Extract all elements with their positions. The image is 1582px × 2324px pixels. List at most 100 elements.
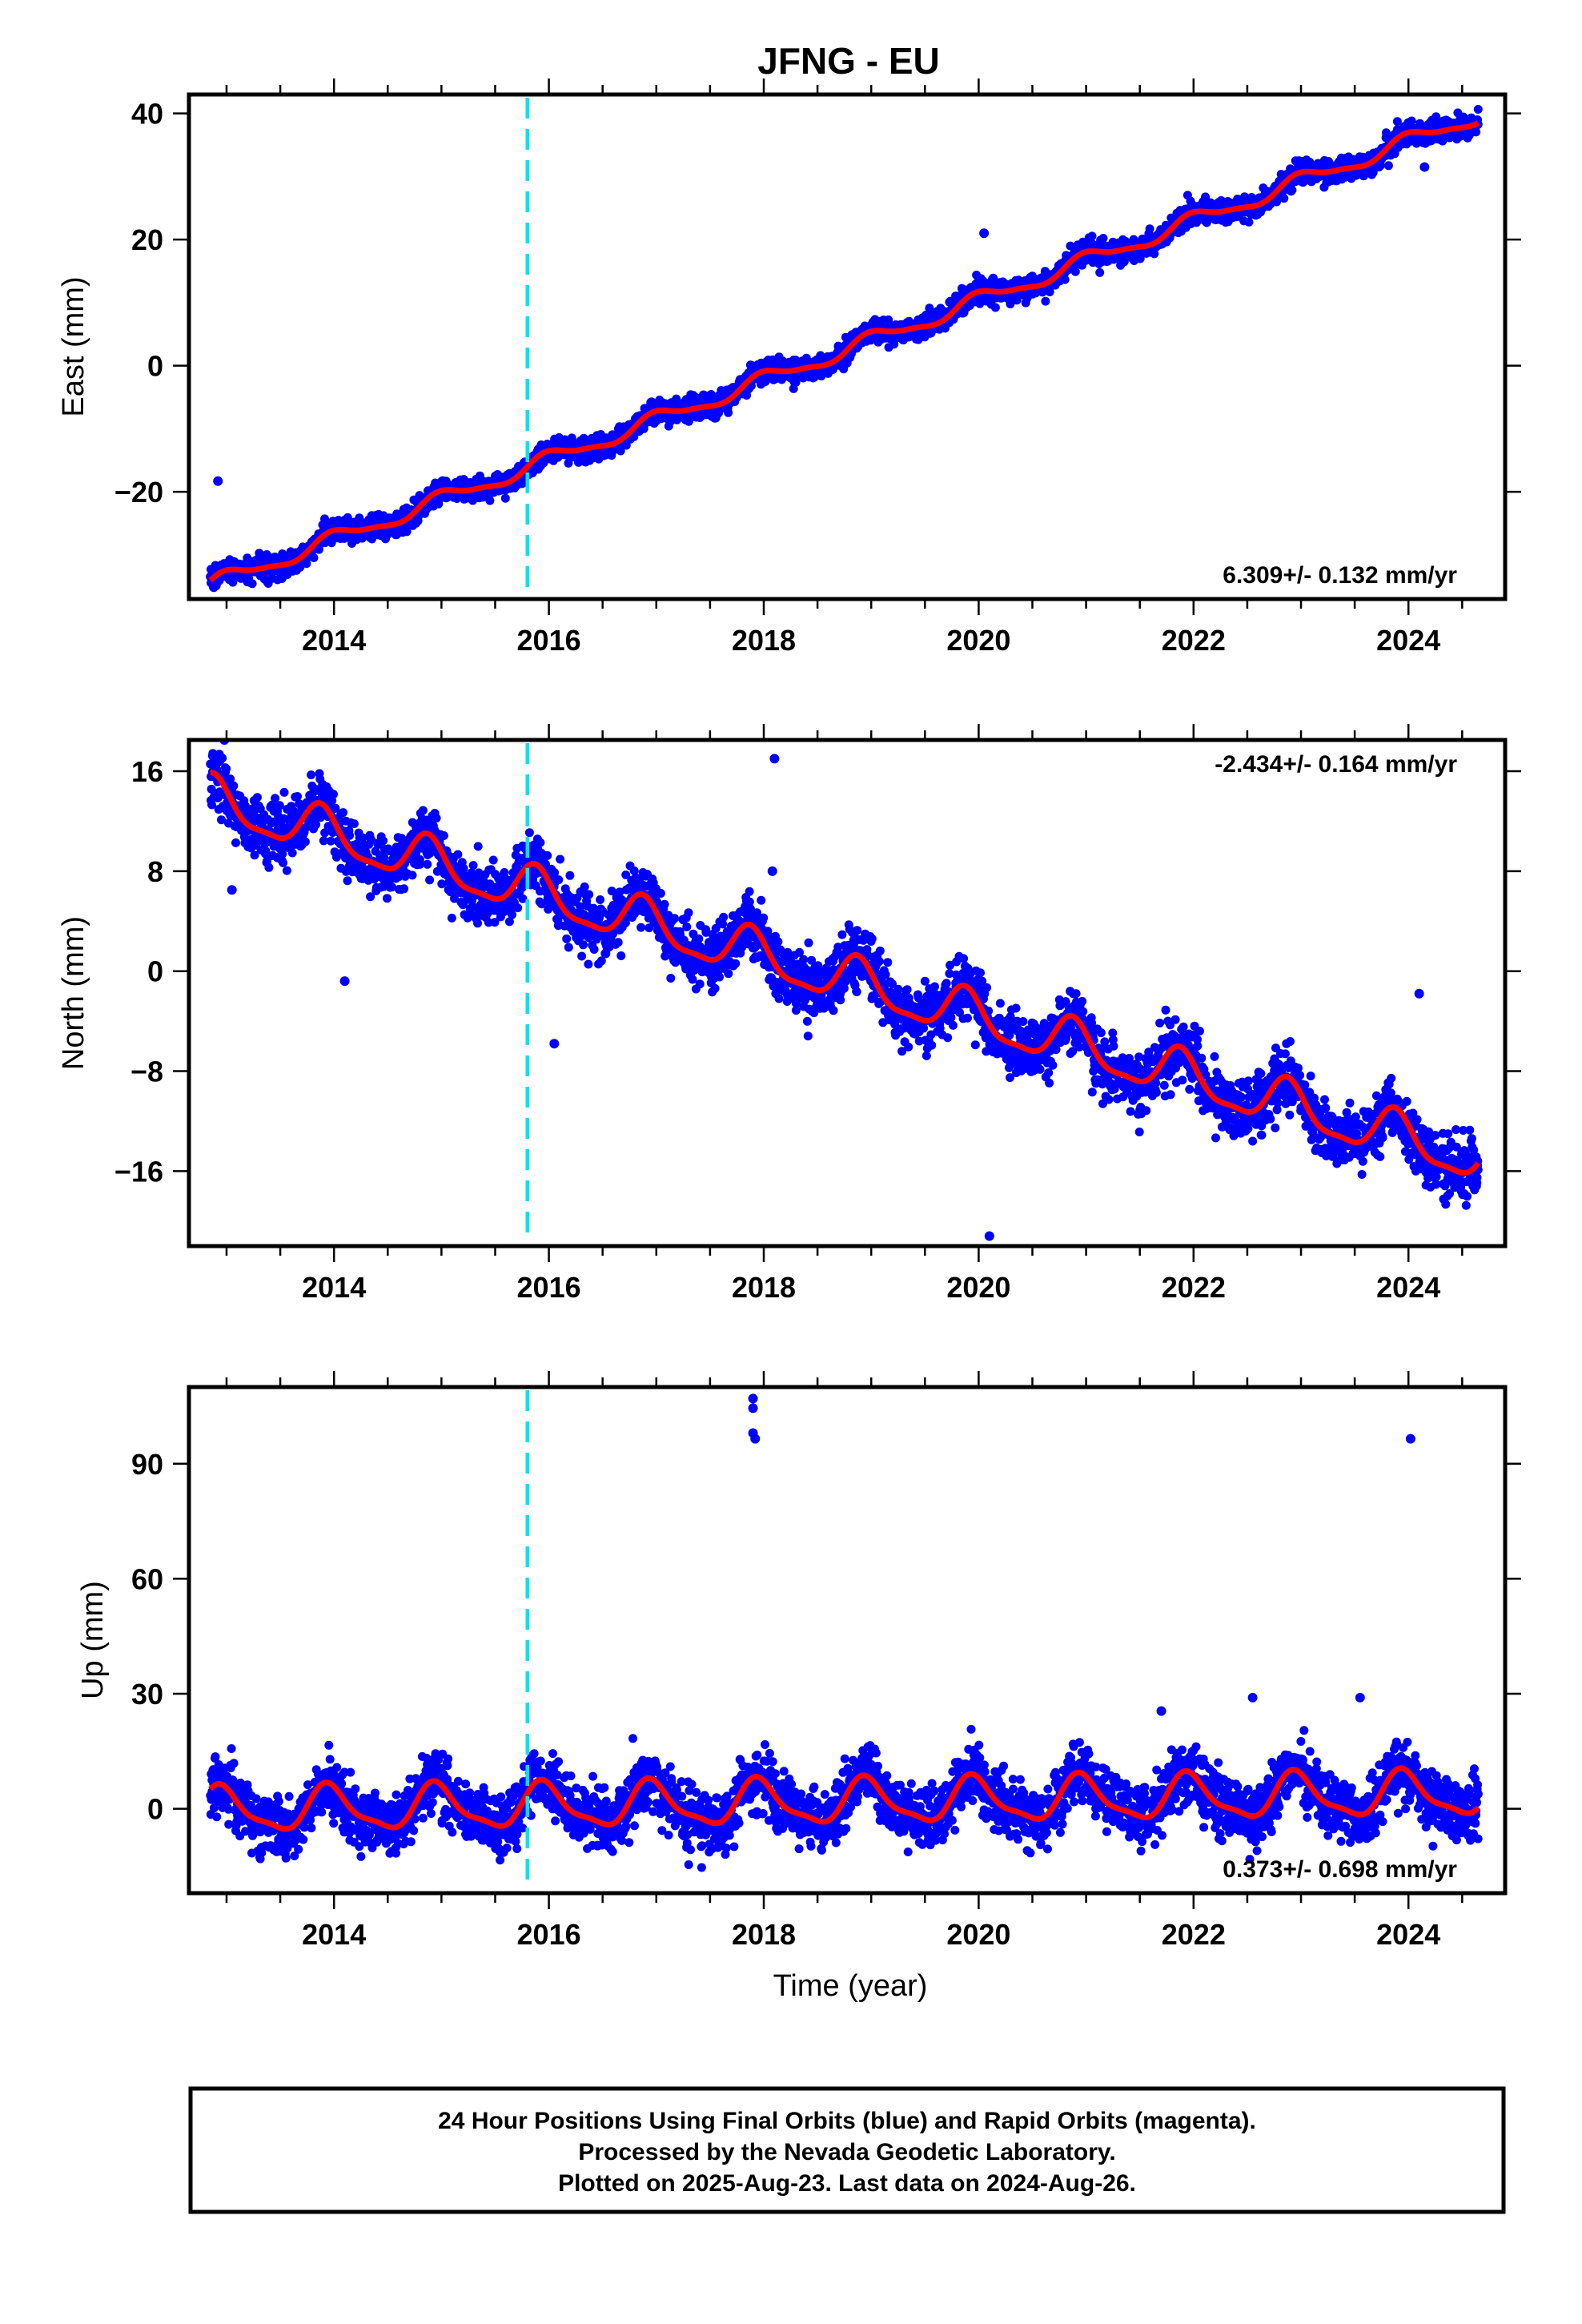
data-point (684, 908, 693, 918)
data-point (554, 875, 564, 885)
data-point (1041, 296, 1050, 306)
data-point (579, 940, 588, 950)
data-point (562, 934, 572, 943)
data-point (1472, 127, 1481, 137)
x-tick-label: 2022 (1162, 624, 1226, 657)
data-point (1407, 116, 1416, 126)
data-point (724, 408, 733, 417)
data-point (275, 801, 284, 810)
data-point (217, 815, 226, 825)
data-point (616, 951, 626, 960)
data-point (485, 496, 495, 505)
data-point (408, 870, 417, 880)
data-point (447, 913, 456, 923)
data-point (295, 562, 305, 572)
data-point (418, 806, 428, 815)
outlier-point (213, 476, 223, 486)
data-point (287, 848, 297, 858)
data-point (584, 890, 594, 899)
y-tick-label: 20 (131, 223, 163, 256)
data-point (682, 922, 692, 931)
data-point (459, 863, 468, 873)
chart-title: JFNG - EU (757, 40, 939, 82)
data-point (315, 545, 323, 554)
data-point (1087, 231, 1097, 241)
data-point (791, 377, 801, 387)
data-point (508, 910, 516, 919)
data-point (293, 792, 302, 801)
data-point (252, 793, 262, 802)
data-point (349, 819, 359, 829)
data-point (500, 493, 510, 503)
data-point (279, 858, 287, 867)
y-ticks (173, 112, 1521, 493)
data-point (247, 579, 257, 589)
x-tick-label: 2014 (302, 624, 366, 657)
data-point (264, 862, 274, 872)
data-point (437, 879, 447, 889)
data-point (339, 808, 348, 818)
x-tick-label: 2024 (1376, 624, 1440, 657)
data-point (1383, 161, 1393, 171)
data-point (473, 842, 483, 851)
data-point (1060, 275, 1070, 284)
data-point (282, 866, 291, 875)
data-point (1431, 112, 1441, 122)
data-point (402, 527, 412, 537)
data-point (613, 938, 623, 947)
data-point (207, 800, 216, 810)
data-point (279, 787, 289, 797)
data-point (1145, 224, 1154, 234)
data-point (666, 974, 676, 983)
data-point (556, 854, 565, 864)
data-point (1244, 217, 1254, 227)
model-curve (208, 120, 1480, 583)
data-point (488, 855, 498, 865)
data-point (343, 876, 352, 886)
plot-frame (187, 92, 1508, 601)
x-tick-label: 2020 (946, 624, 1010, 657)
data-point (672, 394, 681, 404)
data-point (400, 884, 409, 894)
x-tick-label: 2018 (732, 624, 796, 657)
data-points (206, 740, 1483, 1241)
data-point (222, 764, 231, 774)
data-point (636, 923, 646, 932)
data-point (468, 861, 478, 870)
data-point (345, 830, 355, 840)
data-point (656, 889, 665, 898)
data-point (1392, 117, 1402, 127)
data-point (1095, 267, 1105, 277)
data-point (379, 836, 388, 846)
data-point (564, 943, 573, 952)
data-point (536, 838, 545, 847)
outlier-point (979, 228, 990, 239)
data-point (761, 376, 770, 386)
data-point (543, 850, 552, 860)
x-tick-label: 2016 (517, 624, 581, 657)
data-point (577, 951, 587, 961)
data-point (589, 945, 599, 954)
data-point (1192, 218, 1201, 227)
y-tick-label: −20 (114, 476, 163, 509)
data-point (229, 781, 239, 790)
rate-label: 6.309+/- 0.132 mm/yr (1223, 562, 1457, 589)
data-point (302, 559, 311, 569)
data-point (1279, 194, 1289, 203)
data-point (309, 553, 319, 562)
data-point (231, 838, 240, 847)
data-point (513, 903, 523, 913)
data-point (453, 850, 463, 859)
data-point (1006, 300, 1015, 309)
data-point (415, 854, 424, 864)
data-point (688, 975, 697, 984)
data-point (596, 895, 605, 904)
data-point (307, 770, 316, 780)
data-point (584, 959, 593, 969)
x-ticks (225, 78, 1464, 615)
data-point (1287, 185, 1297, 195)
data-point (990, 303, 1000, 312)
